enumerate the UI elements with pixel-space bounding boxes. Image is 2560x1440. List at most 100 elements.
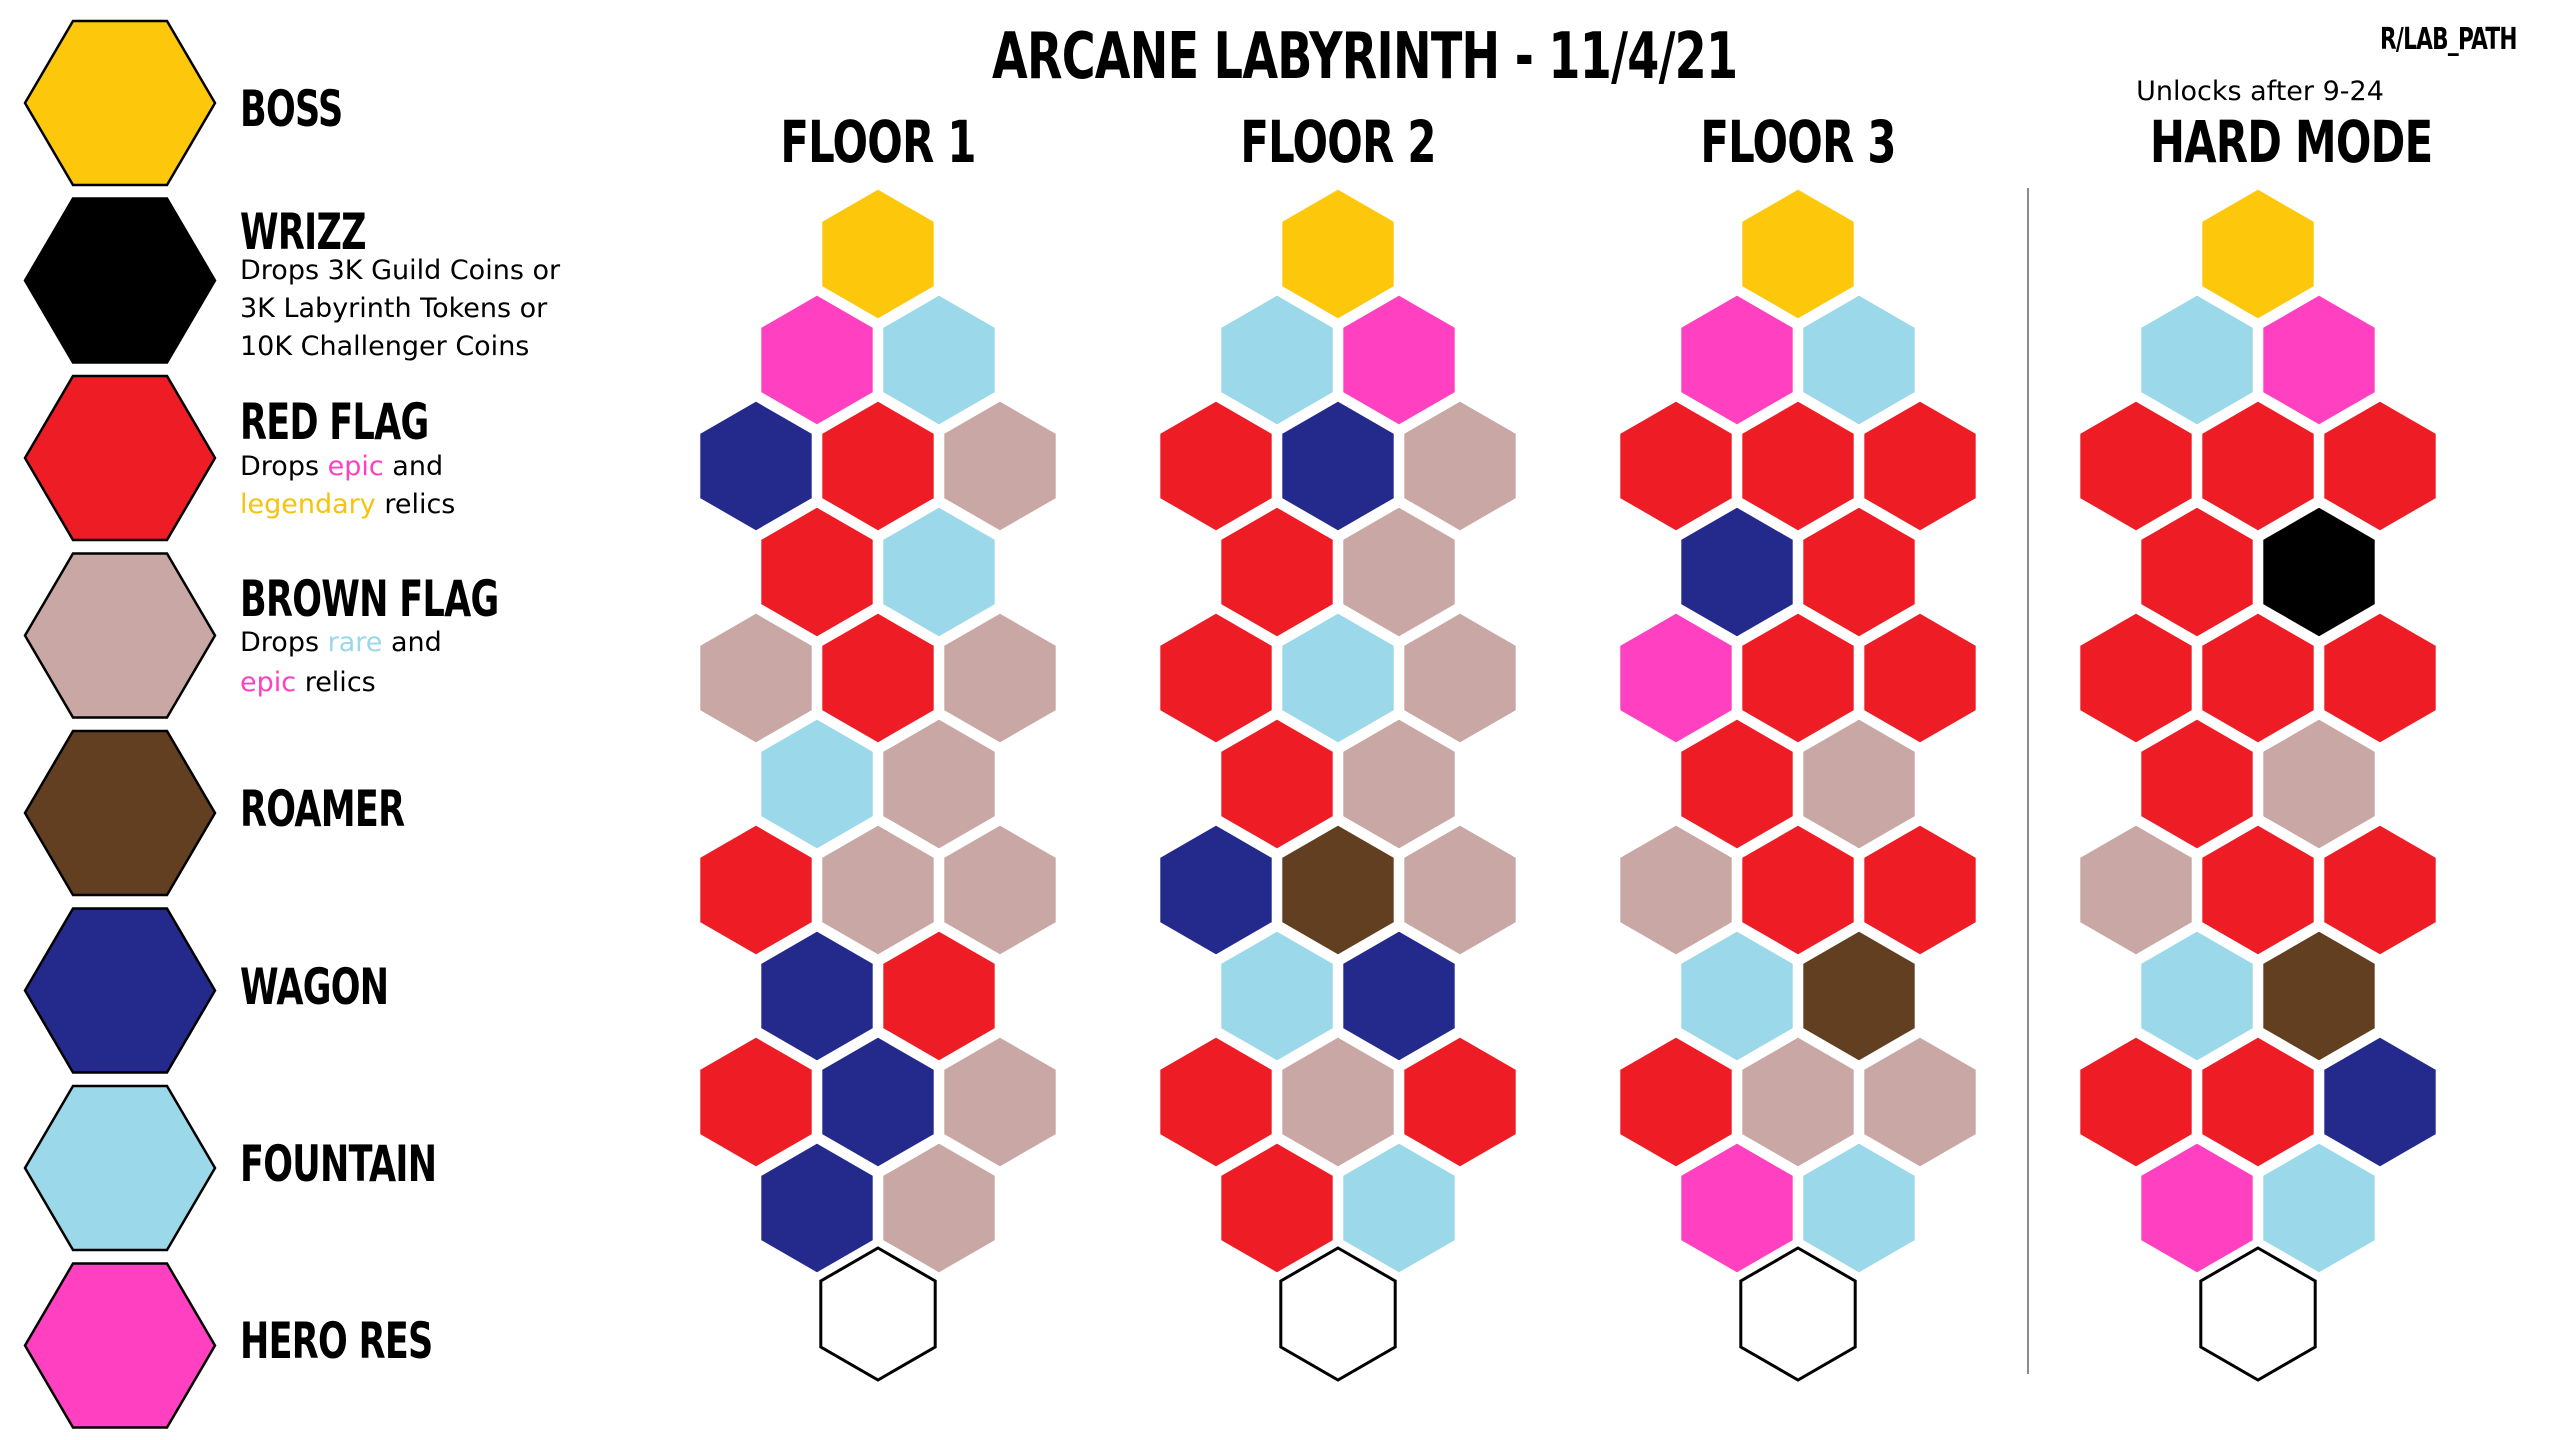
legend-red-flag-desc-line-2: legendary relics (240, 489, 456, 520)
floor-4-room-red (2138, 716, 2256, 852)
floor-3-room-brown (1739, 1034, 1857, 1170)
floor-1-room-empty (819, 1246, 937, 1382)
legend-wrizz-desc-line-1: Drops 3K Guild Coins or (240, 255, 561, 286)
legend-red-flag-desc-line-1: Drops epic and (240, 451, 444, 482)
floor-1-room-brown (697, 610, 815, 746)
floor-1-room-wagon (697, 398, 815, 534)
legend-boss-hexagon-icon (23, 19, 217, 187)
floor-4-room-fountain (2138, 292, 2256, 428)
floor-3-room-red (1739, 610, 1857, 746)
floor-1-room-wagon (758, 928, 876, 1064)
floor-3-room-red (1739, 398, 1857, 534)
legend-fountain-hexagon-icon (23, 1084, 217, 1252)
floor-1-room-fountain (880, 504, 998, 640)
floor-3-room-brown (1861, 1034, 1979, 1170)
floor-3-room-red (1739, 822, 1857, 958)
floor-hexes (697, 186, 2439, 1382)
floor-4-room-red (2199, 822, 2317, 958)
floor-4-room-boss (2199, 186, 2317, 322)
floor-3-room-fountain (1800, 1140, 1918, 1276)
floor-4-room-fountain (2138, 928, 2256, 1064)
floor-4-room-red (2138, 504, 2256, 640)
floor-1-room-red (819, 610, 937, 746)
floor-4-room-brown (2260, 716, 2378, 852)
legend-red-hexagon-icon (23, 374, 217, 542)
legend-red-flag-label: RED FLAG (240, 393, 429, 451)
epic-highlight: epic (327, 451, 384, 482)
hard-mode-title: HARD MODE (2150, 108, 2433, 176)
legend-roamer-hexagon-icon (23, 729, 217, 897)
floor-2-room-fountain (1279, 610, 1397, 746)
floor-2-title: FLOOR 2 (1240, 108, 1436, 176)
legend-boss-label: BOSS (240, 80, 343, 138)
floor-4-room-red (2199, 398, 2317, 534)
floor-2-room-brown (1401, 610, 1519, 746)
floor-1-room-brown (880, 1140, 998, 1276)
floor-1-room-fountain (880, 292, 998, 428)
floor-2-room-brown (1401, 822, 1519, 958)
legend-hero-res-label: HERO RES (240, 1312, 433, 1370)
floor-2-room-roamer (1279, 822, 1397, 958)
floor-2-room-boss (1279, 186, 1397, 322)
floor-4-room-red (2199, 610, 2317, 746)
floor-3-room-red (1861, 610, 1979, 746)
floor-4-room-roamer (2260, 928, 2378, 1064)
floor-1-room-brown (941, 822, 1059, 958)
floor-2-room-wagon (1157, 822, 1275, 958)
legend-wagon-hexagon-icon (23, 907, 217, 1074)
floor-3-room-empty (1739, 1246, 1857, 1382)
legend-fountain-label: FOUNTAIN (240, 1135, 437, 1193)
floor-2-room-red (1218, 716, 1336, 852)
floor-3-room-fountain (1678, 928, 1796, 1064)
floor-2-room-brown (1401, 398, 1519, 534)
floor-1-room-brown (941, 1034, 1059, 1170)
floor-4-room-red (2077, 398, 2195, 534)
legend-wagon-label: WAGON (240, 958, 389, 1016)
legend-hexes (23, 19, 217, 1429)
floor-4-room-red (2321, 610, 2439, 746)
floor-3-room-red (1617, 398, 1735, 534)
floor-1-room-boss (819, 186, 937, 322)
legend-wrizz-desc-line-2: 3K Labyrinth Tokens or (240, 293, 548, 324)
legend-brown-flag-desc-line-2: epic relics (240, 667, 376, 698)
floor-1-room-brown (941, 398, 1059, 534)
floor-2-room-fountain (1340, 1140, 1458, 1276)
floor-4-room-red (2321, 398, 2439, 534)
floor-2-room-wagon (1279, 398, 1397, 534)
hard-mode-divider (2027, 188, 2029, 1374)
legend-brown-flag-label: BROWN FLAG (240, 570, 499, 628)
floor-3-title: FLOOR 3 (1700, 108, 1896, 176)
floor-3-room-red (1861, 398, 1979, 534)
legend-brown-flag-desc-line-1: Drops rare and (240, 627, 442, 658)
floor-2-room-red (1401, 1034, 1519, 1170)
floor-2-room-fountain (1218, 928, 1336, 1064)
floor-2-room-red (1218, 1140, 1336, 1276)
floor-4-room-red (2199, 1034, 2317, 1170)
hard-mode-unlock-note: Unlocks after 9-24 (2136, 76, 2384, 107)
floor-3-room-wagon (1678, 504, 1796, 640)
floor-2-room-wagon (1340, 928, 1458, 1064)
legend-wrizz-hexagon-icon (23, 197, 217, 364)
legend-wrizz-label: WRIZZ (240, 203, 367, 261)
floor-4-room-fountain (2260, 1140, 2378, 1276)
floor-3-room-hero (1678, 292, 1796, 428)
floor-3-room-roamer (1800, 928, 1918, 1064)
floor-2-room-red (1218, 504, 1336, 640)
floor-1-room-hero (758, 292, 876, 428)
floor-3-room-red (1617, 1034, 1735, 1170)
legend-wrizz-desc-line-3: 10K Challenger Coins (240, 331, 530, 362)
floor-4-room-wagon (2321, 1034, 2439, 1170)
floor-4-room-empty (2199, 1246, 2317, 1382)
legend-brown-hexagon-icon (23, 552, 217, 719)
floor-2-room-red (1157, 610, 1275, 746)
floor-1-room-red (697, 1034, 815, 1170)
floor-2-room-brown (1340, 716, 1458, 852)
floor-4-room-brown (2077, 822, 2195, 958)
epic-highlight: epic (240, 667, 297, 698)
floor-1-room-brown (819, 822, 937, 958)
floor-1-room-red (697, 822, 815, 958)
floor-2-room-empty (1279, 1246, 1397, 1382)
rare-highlight: rare (327, 627, 383, 658)
floor-2-room-hero (1340, 292, 1458, 428)
